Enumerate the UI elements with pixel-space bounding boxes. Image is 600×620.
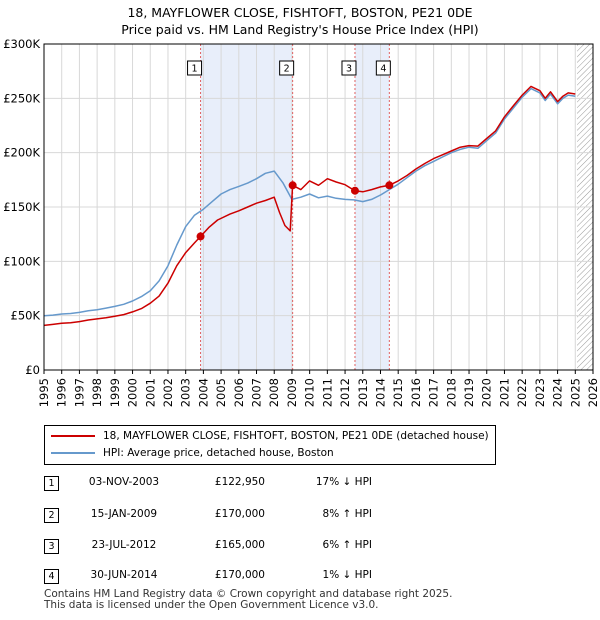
sale-number-badge: 1	[44, 476, 59, 491]
x-tick-label: 1998	[90, 378, 104, 407]
x-tick-label: 2017	[427, 378, 441, 407]
sale-price: £170,000	[214, 569, 265, 581]
x-tick-label: 2002	[161, 378, 175, 407]
x-tick-label: 2008	[267, 378, 281, 407]
sale-marker-box	[279, 60, 295, 76]
x-tick-label: 2007	[250, 378, 264, 407]
x-tick-label: 2023	[533, 378, 547, 407]
sale-marker-label: 1	[192, 64, 198, 75]
y-tick-label: £0	[25, 363, 40, 377]
sale-marker-box	[341, 60, 357, 76]
chart-title: 18, MAYFLOWER CLOSE, FISHTOFT, BOSTON, P…	[127, 5, 473, 20]
y-tick-label: £150K	[3, 200, 40, 214]
sale-marker-badge: 4	[375, 60, 391, 76]
x-tick-label: 2000	[126, 378, 140, 407]
sale-marker-label: 2	[284, 64, 290, 75]
x-tick-label: 2006	[232, 378, 246, 407]
footer-licence: This data is licensed under the Open Gov…	[44, 599, 379, 611]
sale-price: £170,000	[214, 508, 265, 520]
sale-hpi-diff: 6% ↑ HPI	[322, 539, 372, 551]
sale-row: 2 15-JAN-2009 £170,000 8% ↑ HPI	[0, 507, 600, 529]
y-tick-label: £250K	[3, 91, 40, 105]
sale-date: 03-NOV-2003	[88, 476, 160, 488]
sale-number-badge: 4	[44, 569, 59, 584]
x-tick-label: 2024	[551, 378, 565, 407]
sale-marker-box	[375, 60, 391, 76]
x-tick-label: 2022	[515, 378, 529, 407]
sale-marker-badge: 3	[341, 60, 357, 76]
x-tick-label: 2001	[143, 378, 157, 407]
x-tick-label: 2026	[586, 378, 600, 407]
chart-subtitle: Price paid vs. HM Land Registry's House …	[121, 22, 479, 37]
x-tick-label: 2009	[285, 378, 299, 407]
y-tick-label: £100K	[3, 254, 40, 268]
x-tick-label: 2003	[179, 378, 193, 407]
sale-row: 3 23-JUL-2012 £165,000 6% ↑ HPI	[0, 538, 600, 560]
sale-hpi-diff: 8% ↑ HPI	[322, 508, 372, 520]
sale-date: 30-JUN-2014	[90, 569, 158, 581]
y-tick-label: £50K	[11, 309, 41, 323]
sale-row: 1 03-NOV-2003 £122,950 17% ↓ HPI	[0, 475, 600, 497]
plot-border	[43, 43, 594, 371]
x-tick-label: 2011	[320, 378, 334, 407]
x-tick-label: 2012	[338, 378, 352, 407]
sale-number-badge: 3	[44, 539, 59, 554]
legend-label-hpi: HPI: Average price, detached house, Bost…	[103, 447, 334, 459]
x-tick-label: 2013	[356, 378, 370, 407]
sale-date: 15-JAN-2009	[90, 508, 158, 520]
sale-hpi-diff: 1% ↓ HPI	[322, 569, 372, 581]
x-tick-label: 2025	[568, 378, 582, 407]
sale-hpi-diff: 17% ↓ HPI	[315, 476, 372, 488]
x-tick-label: 2016	[409, 378, 423, 407]
x-tick-label: 2020	[480, 378, 494, 407]
x-tick-label: 1996	[55, 378, 69, 407]
legend-swatch-hpi	[51, 452, 95, 454]
x-tick-label: 2019	[462, 378, 476, 407]
x-tick-label: 2004	[196, 378, 210, 407]
x-tick-label: 1995	[37, 378, 51, 407]
sale-price: £122,950	[214, 476, 265, 488]
x-tick-label: 2005	[214, 378, 228, 407]
x-tick-label: 2010	[303, 378, 317, 407]
x-tick-label: 2018	[444, 378, 458, 407]
legend-swatch-property	[51, 435, 95, 437]
y-tick-label: £200K	[3, 146, 40, 160]
chart-legend: 18, MAYFLOWER CLOSE, FISHTOFT, BOSTON, P…	[44, 425, 496, 465]
sale-marker-label: 3	[346, 64, 352, 75]
sale-marker-label: 4	[380, 64, 386, 75]
sale-marker-badge: 1	[187, 60, 203, 76]
x-tick-label: 1999	[108, 378, 122, 407]
property-price-line	[43, 85, 576, 327]
footer-copyright: Contains HM Land Registry data © Crown c…	[44, 588, 453, 600]
sale-row: 4 30-JUN-2014 £170,000 1% ↓ HPI	[0, 568, 600, 590]
legend-label-property: 18, MAYFLOWER CLOSE, FISHTOFT, BOSTON, P…	[103, 430, 489, 442]
x-tick-label: 1997	[72, 378, 86, 407]
sale-point	[350, 186, 359, 195]
sale-marker-box	[187, 60, 203, 76]
sale-point	[196, 232, 205, 241]
x-tick-label: 2015	[391, 378, 405, 407]
y-tick-label: £300K	[3, 37, 40, 51]
x-tick-label: 2014	[373, 378, 387, 407]
sale-point	[288, 181, 297, 190]
x-tick-label: 2021	[497, 378, 511, 407]
sale-number-badge: 2	[44, 508, 59, 523]
sale-date: 23-JUL-2012	[91, 539, 157, 551]
sale-price: £165,000	[214, 539, 265, 551]
sale-marker-badge: 2	[279, 60, 295, 76]
sale-point	[385, 181, 394, 190]
hpi-line	[43, 87, 576, 317]
